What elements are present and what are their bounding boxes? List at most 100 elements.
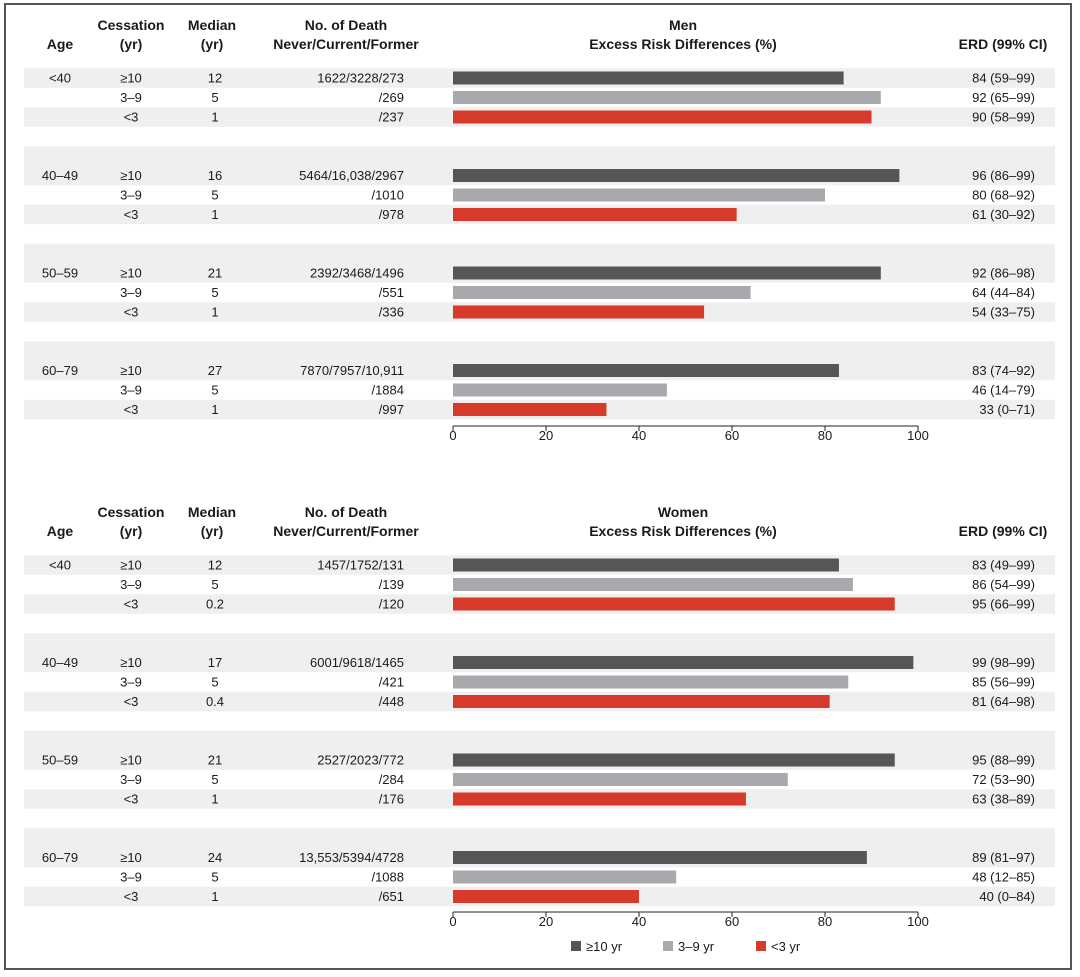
median-value: 17 — [208, 655, 222, 670]
cessation-value: ≥10 — [120, 558, 142, 573]
deaths-value: /651 — [379, 889, 404, 904]
erd-bar — [453, 403, 607, 416]
stripe-row — [24, 828, 1055, 848]
median-value: 1 — [211, 110, 218, 125]
median-value: 5 — [211, 675, 218, 690]
x-axis-label: Excess Risk Differences (%) — [589, 523, 777, 539]
age-group-label: 60–79 — [42, 363, 78, 378]
median-value: 12 — [208, 558, 222, 573]
cessation-value: 3–9 — [120, 577, 142, 592]
deaths-header-sub: Never/Current/Former — [273, 523, 419, 539]
erd-value: 95 (88–99) — [972, 753, 1035, 768]
erd-bar — [453, 305, 705, 319]
x-tick-label: 100 — [907, 428, 929, 443]
stripe-row — [24, 633, 1055, 653]
erd-value: 64 (44–84) — [972, 285, 1035, 300]
median-value: 0.4 — [206, 694, 224, 709]
median-value: 12 — [208, 71, 222, 86]
erd-value: 33 (0–71) — [979, 402, 1035, 417]
erd-bar — [453, 656, 914, 669]
erd-bar — [453, 208, 737, 221]
cessation-value: <3 — [124, 889, 139, 904]
median-value: 1 — [211, 889, 218, 904]
median-value: 5 — [211, 188, 218, 203]
erd-value: 84 (59–99) — [972, 71, 1035, 86]
cessation-header: Cessation — [98, 17, 165, 33]
cessation-value: 3–9 — [120, 383, 142, 398]
deaths-value: /997 — [379, 402, 404, 417]
x-tick-label: 0 — [449, 428, 456, 443]
cessation-value: 3–9 — [120, 870, 142, 885]
cessation-value: ≥10 — [120, 71, 142, 86]
median-value: 1 — [211, 207, 218, 222]
cessation-value: 3–9 — [120, 90, 142, 105]
cessation-value: 3–9 — [120, 772, 142, 787]
cessation-value: <3 — [124, 694, 139, 709]
legend-label: 3–9 yr — [678, 939, 715, 954]
cessation-value: <3 — [124, 207, 139, 222]
erd-header: ERD (99% CI) — [959, 523, 1048, 539]
cessation-header-unit: (yr) — [120, 36, 143, 52]
erd-value: 99 (98–99) — [972, 655, 1035, 670]
x-tick-label: 20 — [539, 428, 553, 443]
median-value: 16 — [208, 168, 222, 183]
deaths-value: /120 — [379, 597, 404, 612]
stripe-row — [24, 243, 1055, 264]
cessation-value: ≥10 — [120, 363, 142, 378]
erd-value: 80 (68–92) — [972, 188, 1035, 203]
median-value: 5 — [211, 90, 218, 105]
x-tick-label: 80 — [818, 428, 832, 443]
erd-value: 40 (0–84) — [979, 889, 1035, 904]
median-value: 5 — [211, 772, 218, 787]
cessation-value: ≥10 — [120, 266, 142, 281]
age-group-label: 50–59 — [42, 753, 78, 768]
erd-bar — [453, 851, 867, 864]
x-tick-label: 40 — [632, 428, 646, 443]
erd-value: 86 (54–99) — [972, 577, 1035, 592]
erd-value: 72 (53–90) — [972, 772, 1035, 787]
median-value: 5 — [211, 870, 218, 885]
panel-title: Men — [669, 17, 697, 33]
erd-bar — [453, 286, 751, 299]
deaths-value: 7870/7957/10,911 — [300, 363, 404, 378]
median-header: Median — [188, 17, 236, 33]
deaths-value: 6001/9618/1465 — [310, 655, 404, 670]
erd-value: 89 (81–97) — [972, 850, 1035, 865]
deaths-header: No. of Death — [305, 17, 387, 33]
deaths-value: 1622/3228/273 — [317, 71, 404, 86]
erd-value: 95 (66–99) — [972, 597, 1035, 612]
age-group-label: 40–49 — [42, 168, 78, 183]
cessation-value: 3–9 — [120, 188, 142, 203]
panel-title: Women — [658, 504, 708, 520]
cessation-value: ≥10 — [120, 850, 142, 865]
median-header: Median — [188, 504, 236, 520]
x-tick-label: 20 — [539, 914, 553, 929]
cessation-value: <3 — [124, 792, 139, 807]
cessation-value: 3–9 — [120, 285, 142, 300]
deaths-value: /139 — [379, 577, 404, 592]
erd-bar — [453, 792, 746, 806]
deaths-value: /176 — [379, 792, 404, 807]
age-header: Age — [47, 523, 74, 539]
age-group-label: <40 — [49, 558, 71, 573]
deaths-value: /1088 — [371, 870, 404, 885]
legend-label: <3 yr — [771, 939, 801, 954]
legend-swatch — [663, 941, 673, 951]
erd-value: 85 (56–99) — [972, 675, 1035, 690]
erd-bar — [453, 870, 677, 884]
median-value: 21 — [208, 266, 222, 281]
deaths-header-sub: Never/Current/Former — [273, 36, 419, 52]
median-header-unit: (yr) — [201, 523, 224, 539]
median-value: 5 — [211, 383, 218, 398]
erd-bar — [453, 773, 788, 786]
deaths-value: /284 — [379, 772, 404, 787]
median-value: 5 — [211, 577, 218, 592]
median-value: 21 — [208, 753, 222, 768]
age-group-label: <40 — [49, 71, 71, 86]
erd-bar — [453, 71, 844, 85]
erd-value: 90 (58–99) — [972, 110, 1035, 125]
cessation-value: <3 — [124, 402, 139, 417]
median-value: 1 — [211, 792, 218, 807]
median-value: 27 — [208, 363, 222, 378]
